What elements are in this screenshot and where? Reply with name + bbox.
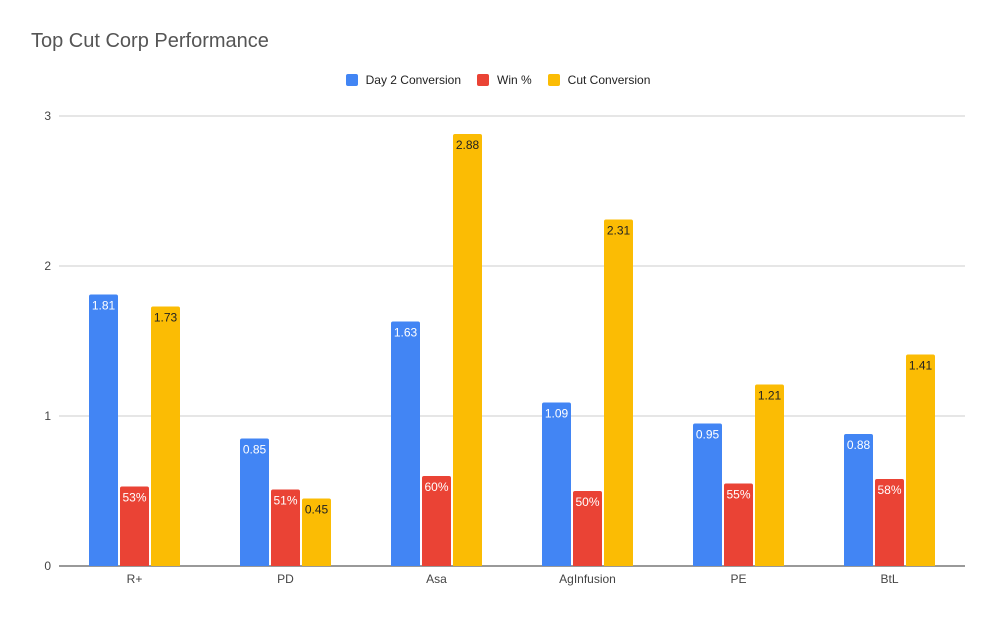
- bar: [453, 134, 482, 566]
- chart-title: Top Cut Corp Performance: [31, 30, 269, 52]
- data-label: 58%: [877, 483, 901, 497]
- bar: [240, 438, 269, 566]
- legend-swatch-cut: [547, 74, 560, 86]
- y-tick-label: 1: [44, 409, 51, 423]
- x-tick-label: AgInfusion: [559, 572, 616, 586]
- bar: [604, 219, 633, 566]
- legend-swatch-win: [477, 74, 489, 86]
- data-label: 50%: [575, 495, 599, 509]
- data-label: 2.31: [607, 224, 631, 238]
- data-label: 1.09: [545, 407, 569, 421]
- data-label: 0.45: [305, 503, 329, 517]
- data-label: 1.73: [154, 311, 178, 325]
- data-label: 1.63: [394, 326, 418, 340]
- legend-item-win: Win %: [477, 73, 532, 87]
- data-label: 51%: [273, 494, 297, 508]
- legend-swatch-day2: [345, 74, 358, 86]
- legend-item-day2: Day 2 Conversion: [345, 73, 461, 87]
- bar: [89, 294, 118, 566]
- bar: [422, 476, 451, 566]
- x-tick-label: PE: [730, 572, 746, 586]
- data-label: 0.95: [696, 428, 720, 442]
- legend: Day 2 Conversion Win % Cut Conversion: [0, 73, 996, 87]
- x-tick-label: Asa: [426, 572, 447, 586]
- legend-label-win: Win %: [497, 73, 532, 87]
- legend-label-cut: Cut Conversion: [567, 73, 651, 87]
- y-tick-label: 2: [44, 259, 51, 273]
- bar: [875, 479, 904, 566]
- x-tick-label: R+: [127, 572, 143, 586]
- bar: [302, 498, 331, 566]
- data-label: 60%: [424, 480, 448, 494]
- bar: [906, 354, 935, 566]
- bar: [271, 489, 300, 566]
- data-label: 0.88: [847, 438, 871, 452]
- legend-label-day2: Day 2 Conversion: [365, 73, 461, 87]
- legend-item-cut: Cut Conversion: [547, 73, 651, 87]
- bar: [844, 434, 873, 566]
- data-label: 1.21: [758, 389, 782, 403]
- x-tick-label: PD: [277, 572, 294, 586]
- y-tick-label: 0: [44, 559, 51, 573]
- data-label: 2.88: [456, 138, 480, 152]
- data-label: 1.81: [92, 299, 116, 313]
- bar: [755, 384, 784, 566]
- bar: [724, 483, 753, 566]
- bar: [573, 491, 602, 566]
- bar: [542, 402, 571, 566]
- bar: [391, 321, 420, 566]
- data-label: 1.41: [909, 359, 933, 373]
- x-tick-label: BtL: [880, 572, 898, 586]
- y-tick-label: 3: [44, 109, 51, 123]
- bar: [120, 486, 149, 566]
- data-label: 55%: [726, 488, 750, 502]
- bar: [151, 306, 180, 566]
- data-label: 53%: [122, 491, 146, 505]
- bar: [693, 423, 722, 566]
- data-label: 0.85: [243, 443, 267, 457]
